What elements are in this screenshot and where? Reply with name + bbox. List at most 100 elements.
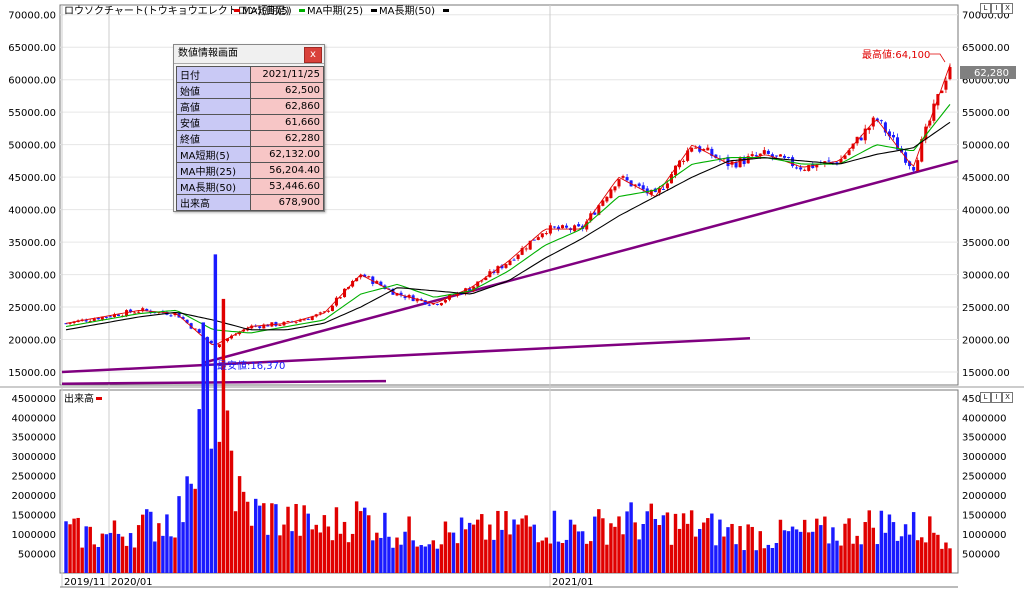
volume-bar	[435, 548, 440, 573]
candle-body	[371, 276, 375, 284]
candle-body	[815, 165, 819, 168]
candle-body	[706, 147, 710, 151]
y-tick-label-right: 70000.00	[962, 11, 1010, 22]
volume-bar	[488, 524, 492, 573]
candle-body	[108, 316, 112, 318]
candle-body	[686, 150, 690, 161]
volume-bar	[120, 536, 125, 573]
volume-bar	[177, 496, 181, 573]
y-tick-label-left: 30000.00	[8, 271, 56, 282]
volume-bar	[677, 528, 682, 573]
candle-body	[137, 311, 141, 313]
window-button-middle[interactable]: I	[991, 3, 1002, 14]
volume-bar	[306, 513, 310, 573]
volume-bar	[782, 530, 787, 573]
candle-body	[359, 275, 363, 278]
trend-line-main	[201, 159, 959, 365]
volume-bar	[233, 511, 238, 573]
volume-bar	[786, 531, 791, 573]
volume-bar	[484, 539, 488, 573]
candle-body	[690, 147, 694, 152]
info-popup[interactable]: 数値情報画面 x 日付 2021/11/25 始値 62,500 高値 62,860 安値 6…	[173, 44, 325, 212]
info-value: 62,860	[250, 98, 324, 115]
candle-body	[125, 310, 129, 317]
trend-line-lower	[61, 336, 751, 374]
candle-body	[500, 265, 504, 269]
candle-body	[326, 310, 330, 312]
volume-bar	[237, 476, 242, 573]
y-tick-label-right: 35000.00	[962, 238, 1010, 249]
volume-bar	[92, 544, 96, 573]
volume-button-close[interactable]: X	[1002, 392, 1013, 403]
candle-body	[782, 155, 787, 158]
volume-bar	[149, 511, 153, 573]
volume-bar	[883, 532, 888, 573]
volume-bar	[532, 524, 536, 573]
candle-body	[415, 298, 419, 302]
volume-bar	[548, 543, 553, 573]
candle-body	[827, 160, 831, 162]
candle-body	[641, 185, 645, 190]
volume-button-middle[interactable]: I	[991, 392, 1002, 403]
candle-body	[916, 160, 920, 172]
window-button-left[interactable]: L	[980, 3, 991, 14]
candle-body	[266, 324, 270, 327]
volume-bar	[584, 543, 589, 573]
volume-bar	[681, 513, 686, 573]
candle-body	[714, 154, 718, 158]
candle-body	[787, 157, 791, 159]
candle-body	[185, 319, 189, 323]
candle-body	[129, 309, 133, 313]
volume-bar	[362, 507, 367, 573]
candle-body	[710, 148, 714, 156]
info-key: 高値	[176, 98, 251, 115]
volume-bar	[778, 519, 783, 573]
volume-bar	[116, 533, 121, 573]
candle-body	[334, 297, 338, 306]
high-label: 最高値:64,100	[862, 48, 930, 61]
volume-tick-label-left: 2000000	[11, 491, 56, 502]
info-key: 終値	[176, 130, 251, 147]
candle-body	[310, 316, 314, 321]
volume-bar	[346, 542, 351, 573]
candle-body	[367, 276, 371, 278]
window-button-close[interactable]: X	[1002, 3, 1013, 14]
volume-bar	[443, 521, 448, 573]
candle-body	[932, 103, 936, 121]
volume-bar	[334, 507, 339, 573]
volume-bar	[738, 526, 742, 573]
volume-bar	[367, 515, 371, 573]
volume-bar	[278, 535, 282, 573]
candle-body	[322, 311, 326, 313]
volume-bar	[730, 523, 734, 573]
candle-body	[318, 312, 322, 314]
volume-bar	[221, 298, 226, 573]
close-button[interactable]: x	[304, 47, 322, 63]
volume-bar	[298, 535, 302, 573]
volume-bar	[613, 526, 617, 573]
volume-bar	[847, 518, 851, 573]
candle-body	[229, 335, 234, 339]
volume-bar	[88, 526, 92, 573]
volume-button-left[interactable]: L	[980, 392, 991, 403]
volume-tick-label-left: 1000000	[11, 530, 56, 541]
info-key: 安値	[176, 114, 251, 131]
candle-body	[197, 329, 201, 333]
volume-bar	[318, 532, 323, 573]
volume-bar	[508, 534, 512, 573]
volume-bar	[895, 540, 900, 573]
volume-bar	[766, 544, 771, 573]
volume-tick-label-left: 500000	[18, 550, 56, 561]
info-key: MA短期(5)	[176, 146, 251, 163]
candle-body	[895, 137, 900, 150]
y-tick-label-left: 45000.00	[8, 173, 56, 184]
info-value: 61,660	[250, 114, 324, 131]
y-tick-label-right: 50000.00	[962, 141, 1010, 152]
volume-bar	[609, 523, 613, 573]
y-tick-label-right: 30000.00	[962, 271, 1010, 282]
volume-bar	[903, 524, 908, 573]
info-key: 始値	[176, 82, 251, 99]
volume-bar	[451, 532, 456, 573]
